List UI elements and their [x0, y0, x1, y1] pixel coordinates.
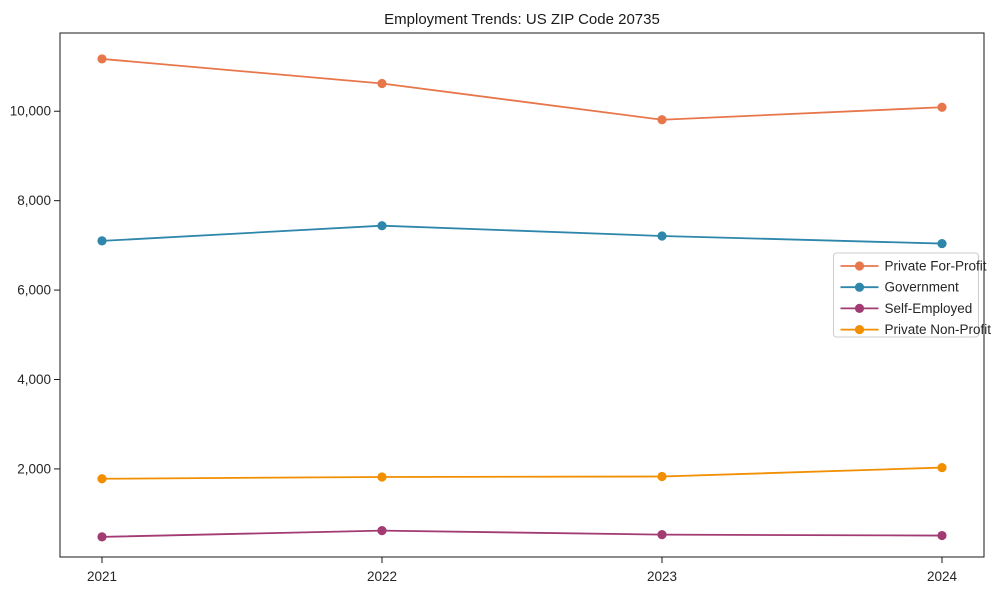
data-point	[377, 221, 387, 231]
series-line	[101, 58, 943, 121]
plot-frame	[59, 32, 985, 558]
y-tick-label: 10,000	[10, 104, 51, 119]
series-line	[101, 466, 943, 480]
data-point	[657, 530, 667, 540]
legend-item-government: Government	[840, 280, 960, 295]
data-point	[377, 78, 387, 89]
legend: Private For-Profit Government Self-Employe…	[833, 252, 992, 338]
legend-box	[833, 252, 979, 338]
data-point	[937, 238, 947, 249]
x-tick-label: 2023	[647, 569, 677, 584]
data-point	[657, 231, 667, 241]
series-government	[97, 221, 947, 249]
legend-marker	[854, 282, 865, 292]
x-tick-label: 2024	[927, 569, 958, 584]
x-tick-label: 2021	[87, 569, 117, 584]
data-point	[937, 462, 947, 473]
y-tick-label: 2,000	[17, 461, 51, 476]
series-self-employed	[97, 526, 947, 542]
legend-item-private-for-profit: Private For-Profit	[840, 259, 987, 274]
x-axis: 2021 2022 2023 2024	[87, 557, 958, 584]
legend-label: Self-Employed	[885, 301, 973, 316]
data-point	[937, 102, 947, 112]
legend-marker	[854, 261, 865, 271]
legend-marker	[854, 303, 865, 313]
legend-item-self-employed: Self-Employed	[840, 301, 973, 316]
series-line	[101, 529, 943, 538]
legend-marker	[854, 325, 865, 335]
data-point	[377, 472, 387, 482]
legend-label: Private Non-Profit	[885, 322, 992, 337]
data-point	[97, 474, 107, 484]
y-tick-label: 6,000	[17, 283, 51, 298]
legend-label: Private For-Profit	[885, 259, 987, 274]
data-point	[97, 236, 107, 246]
y-tick-label: 8,000	[17, 193, 51, 208]
data-point	[377, 526, 387, 536]
data-point	[657, 471, 667, 482]
legend-item-private-non-profit: Private Non-Profit	[840, 322, 992, 337]
data-point	[97, 532, 107, 542]
y-axis: 2,000 4,000 6,000 8,000 10,000	[10, 104, 60, 476]
chart-title: Employment Trends: US ZIP Code 20735	[384, 11, 660, 28]
y-tick-label: 4,000	[17, 372, 51, 387]
data-point	[97, 54, 107, 64]
series-private-non-profit	[97, 462, 947, 484]
data-point	[657, 115, 667, 125]
x-tick-label: 2022	[367, 569, 397, 584]
data-point	[937, 530, 947, 541]
legend-label: Government	[885, 280, 960, 295]
series-private-for-profit	[97, 54, 947, 125]
series-line	[101, 224, 943, 245]
